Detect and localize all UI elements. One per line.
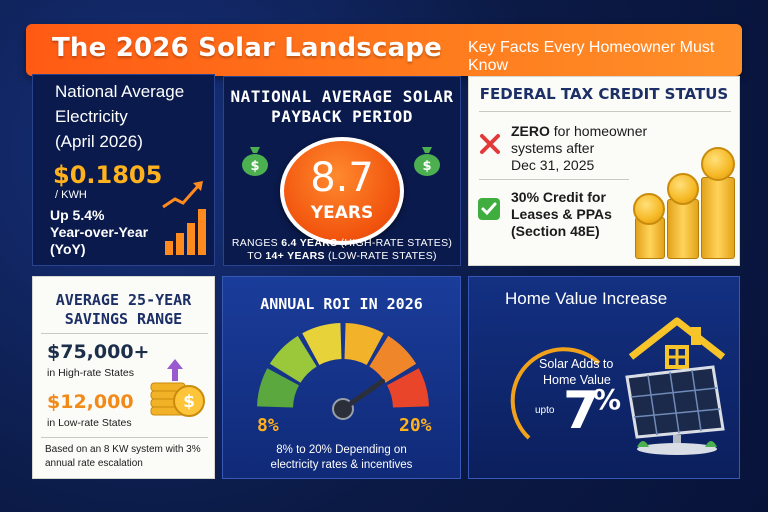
electricity-price-panel: National Average Electricity (April 2026… (32, 74, 215, 266)
savings-high-label: in High-rate States (47, 367, 134, 379)
roi-gauge (257, 323, 429, 420)
electricity-label-line3: (April 2026) (55, 132, 143, 151)
check-icon (478, 198, 500, 220)
yoy-line2: Year-over-Year (50, 224, 149, 240)
tax-item1-bold: ZERO (511, 123, 550, 139)
trend-up-icon (162, 181, 206, 255)
gauge-segment (257, 368, 299, 408)
cross-icon (480, 134, 500, 154)
roi-panel: ANNUAL ROI IN 2026 8% 20% 8% to 20% Depe… (222, 276, 461, 479)
range-low: 6.4 YEARS (281, 237, 338, 249)
home-value-percent: % (593, 383, 622, 416)
savings-panel: AVERAGE 25-YEAR SAVINGS RANGE $75,000+ i… (32, 276, 215, 479)
tax-credit-panel: FEDERAL TAX CREDIT STATUS ZERO for homeo… (468, 76, 740, 266)
divider (41, 333, 208, 334)
range-high: 14+ YEARS (265, 250, 325, 262)
tax-item2-line2: Leases & PPAs (511, 206, 612, 222)
savings-note-line1: Based on an 8 KW system with 3% (45, 444, 201, 455)
savings-low-value: $12,000 (47, 391, 134, 413)
svg-text:$: $ (422, 159, 431, 174)
home-adds-line1: Solar Adds to (539, 357, 614, 371)
gauge-segment (369, 335, 417, 383)
electricity-label-line2: Electricity (55, 107, 128, 126)
range-high-note: (LOW-RATE STATES) (328, 250, 437, 262)
page-subtitle: Key Facts Every Homeowner Must Know (468, 39, 715, 74)
savings-heading-line2: SAVINGS RANGE (64, 310, 183, 328)
tax-item1-rest: for homeowner (549, 123, 648, 139)
savings-high-value: $75,000+ (47, 341, 150, 363)
range-to: TO (247, 250, 263, 262)
range-low-note: (HIGH-RATE STATES) (340, 237, 453, 249)
gauge-segment (344, 323, 384, 365)
roi-desc-line2: electricity rates & incentives (270, 459, 413, 471)
electricity-label-line1: National Average (55, 82, 185, 101)
yoy-line3: (YoY) (50, 241, 86, 257)
range-prefix: RANGES (231, 237, 278, 249)
payback-range-line1: RANGES 6.4 YEARS (HIGH-RATE STATES) (224, 237, 460, 249)
home-value-panel: Home Value Increase Solar Adds to Home V… (468, 276, 740, 479)
coins-with-arrow-icon: $ (150, 359, 205, 417)
tax-item2-line3: (Section 48E) (511, 223, 600, 239)
tax-item1-line2: systems after (511, 140, 595, 156)
tax-item1-line3: Dec 31, 2025 (511, 157, 595, 173)
divider (41, 437, 208, 438)
payback-unit: YEARS (310, 203, 374, 223)
gauge-segment (387, 368, 429, 408)
page-title: The 2026 Solar Landscape (52, 33, 442, 63)
svg-text:$: $ (183, 392, 195, 412)
roi-heading: ANNUAL ROI IN 2026 (260, 295, 423, 313)
roi-max-label: 20% (399, 415, 432, 436)
gauge-segment (269, 335, 317, 383)
house-solar-panel-icon (625, 317, 726, 455)
savings-heading-line1: AVERAGE 25-YEAR (55, 291, 192, 309)
electricity-unit: / KWH (55, 189, 87, 201)
yoy-line1: Up 5.4% (50, 207, 105, 223)
roi-min-label: 8% (257, 415, 279, 436)
payback-heading-line1: NATIONAL AVERAGE SOLAR (230, 87, 454, 106)
electricity-price: $0.1805 (53, 161, 163, 189)
gauge-needle (340, 378, 386, 412)
divider (479, 111, 731, 112)
home-value-arc (510, 347, 601, 440)
tax-item2-line1: 30% Credit for (511, 189, 606, 205)
roi-desc-line1: 8% to 20% Depending on (276, 444, 407, 456)
payback-panel: NATIONAL AVERAGE SOLAR PAYBACK PERIOD $ … (223, 76, 461, 266)
money-bag-icon: $ (414, 147, 440, 176)
divider (479, 179, 629, 180)
home-adds-line2: Home Value (543, 373, 611, 387)
svg-text:$: $ (250, 159, 259, 174)
payback-value: 8.7 (310, 155, 374, 201)
home-value-number: 7 (563, 381, 600, 441)
title-banner: The 2026 Solar Landscape Key Facts Every… (26, 24, 742, 76)
payback-range-line2: TO 14+ YEARS (LOW-RATE STATES) (224, 250, 460, 262)
home-value-heading: Home Value Increase (505, 289, 668, 308)
payback-value-badge: 8.7 YEARS (280, 137, 404, 245)
savings-note-line2: annual rate escalation (45, 458, 143, 469)
tax-credit-heading: FEDERAL TAX CREDIT STATUS (479, 85, 729, 103)
payback-heading-line2: PAYBACK PERIOD (271, 107, 413, 126)
home-upto: upto (535, 405, 555, 416)
tax-item1-line1: ZERO for homeowner (511, 123, 647, 140)
savings-low-label: in Low-rate States (47, 417, 132, 429)
money-bag-icon: $ (242, 147, 268, 176)
gauge-segment (302, 323, 342, 365)
